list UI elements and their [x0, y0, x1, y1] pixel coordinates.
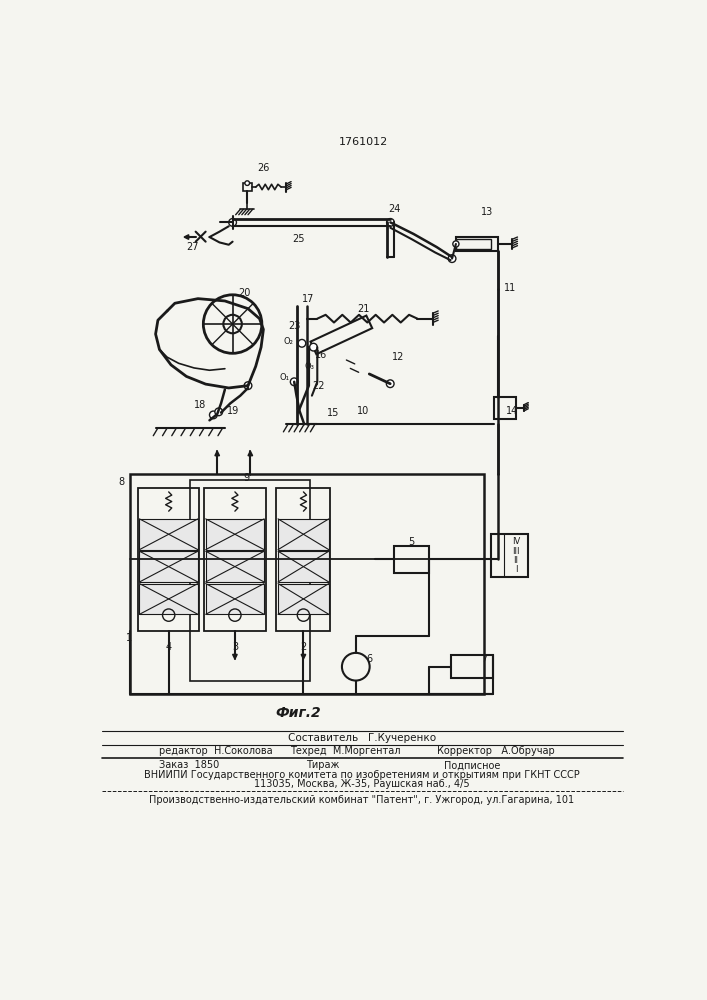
Bar — [139, 584, 198, 614]
Text: 23: 23 — [288, 321, 300, 331]
Text: 4: 4 — [165, 642, 172, 652]
Text: 13: 13 — [481, 207, 493, 217]
Text: 22: 22 — [312, 381, 325, 391]
Text: Производственно-издательский комбинат "Патент", г. Ужгород, ул.Гагарина, 101: Производственно-издательский комбинат "П… — [149, 795, 575, 805]
Bar — [206, 584, 264, 614]
Bar — [138, 488, 199, 631]
Text: 7: 7 — [481, 654, 488, 664]
Text: II: II — [513, 556, 518, 565]
Text: 10: 10 — [357, 406, 370, 416]
Polygon shape — [301, 654, 305, 659]
Bar — [206, 519, 264, 550]
Circle shape — [291, 378, 298, 386]
Text: Подписное: Подписное — [444, 760, 501, 770]
Circle shape — [209, 411, 217, 419]
Text: 5: 5 — [408, 537, 414, 547]
Circle shape — [245, 181, 250, 185]
Text: 21: 21 — [357, 304, 370, 314]
Text: 16: 16 — [315, 350, 327, 360]
Circle shape — [244, 382, 252, 389]
Text: 15: 15 — [327, 408, 339, 418]
Text: 8: 8 — [119, 477, 125, 487]
Bar — [139, 551, 198, 582]
Text: O₃: O₃ — [305, 362, 315, 371]
Text: 6: 6 — [367, 654, 373, 664]
Text: 113035, Москва, Ж-35, Раушская наб., 4/5: 113035, Москва, Ж-35, Раушская наб., 4/5 — [254, 779, 469, 789]
Text: I: I — [515, 565, 518, 574]
Text: O₂: O₂ — [284, 337, 293, 346]
Bar — [276, 488, 330, 631]
Text: редактор  Н.Соколова: редактор Н.Соколова — [160, 746, 273, 756]
Bar — [450, 655, 493, 678]
Text: 27: 27 — [187, 242, 199, 252]
Text: 1: 1 — [126, 633, 132, 643]
Text: 1761012: 1761012 — [339, 137, 388, 147]
Bar — [204, 488, 266, 631]
Text: 17: 17 — [302, 294, 314, 304]
Circle shape — [310, 343, 317, 351]
Bar — [206, 551, 264, 582]
Polygon shape — [233, 654, 238, 659]
Bar — [278, 551, 329, 582]
Circle shape — [215, 408, 223, 416]
Text: ВНИИПИ Государственного комитета по изобретениям и открытиям при ГКНТ СССР: ВНИИПИ Государственного комитета по изоб… — [144, 770, 580, 780]
Text: 20: 20 — [238, 288, 250, 298]
Bar — [491, 534, 527, 577]
Polygon shape — [184, 235, 189, 239]
Bar — [130, 474, 484, 694]
Circle shape — [229, 219, 236, 226]
Polygon shape — [248, 451, 252, 456]
Bar — [456, 237, 498, 251]
Text: 3: 3 — [232, 642, 238, 652]
Circle shape — [387, 219, 395, 226]
Text: 2: 2 — [300, 642, 307, 652]
Bar — [395, 546, 429, 573]
Bar — [278, 584, 329, 614]
Text: IV: IV — [512, 537, 520, 546]
Text: III: III — [512, 547, 520, 556]
Bar — [278, 519, 329, 550]
Bar — [494, 397, 516, 419]
Text: 9': 9' — [244, 473, 252, 483]
Text: 18: 18 — [194, 400, 206, 410]
Circle shape — [386, 380, 394, 388]
Polygon shape — [215, 451, 219, 456]
Bar — [190, 480, 310, 681]
Text: 24: 24 — [388, 204, 400, 214]
Circle shape — [452, 241, 459, 247]
Text: 14: 14 — [506, 406, 518, 416]
Text: 25: 25 — [292, 234, 304, 244]
Text: 12: 12 — [392, 352, 404, 362]
Text: Фиг.2: Фиг.2 — [275, 706, 321, 720]
Text: 26: 26 — [257, 163, 269, 173]
Text: O₁: O₁ — [279, 373, 289, 382]
Text: 11: 11 — [503, 283, 516, 293]
Text: Корректор   А.Обручар: Корректор А.Обручар — [437, 746, 554, 756]
Text: Заказ  1850: Заказ 1850 — [160, 760, 220, 770]
Circle shape — [448, 255, 456, 262]
Bar — [456, 239, 491, 249]
Text: Техред  М.Моргентал: Техред М.Моргентал — [291, 746, 401, 756]
Text: 19: 19 — [226, 406, 239, 416]
Bar — [139, 519, 198, 550]
Bar — [243, 183, 252, 191]
Text: Тираж: Тираж — [305, 760, 339, 770]
Text: Составитель   Г.Кучеренко: Составитель Г.Кучеренко — [288, 733, 436, 743]
Circle shape — [298, 339, 305, 347]
